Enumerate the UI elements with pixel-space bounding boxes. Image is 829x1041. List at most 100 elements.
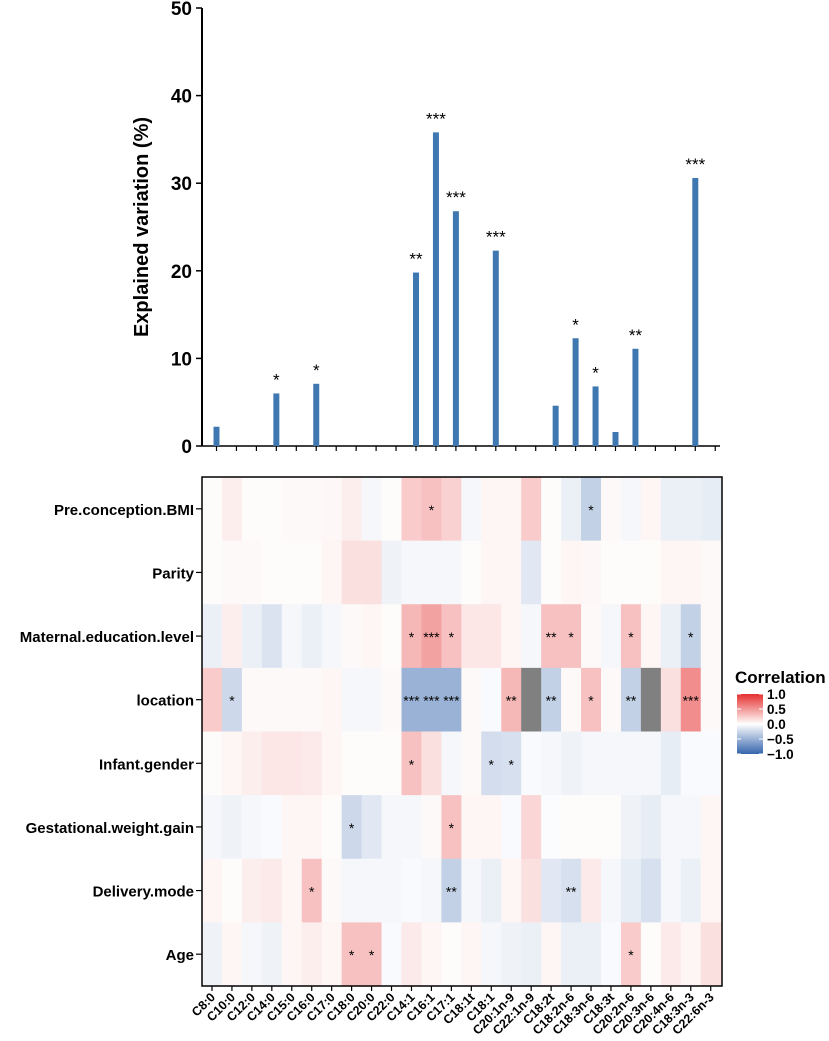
heatmap-cell <box>640 604 662 669</box>
heatmap-cell <box>241 731 263 796</box>
heatmap-cell <box>680 604 702 669</box>
heatmap-cell <box>421 667 442 733</box>
heatmap-cell <box>541 858 562 923</box>
heatmap-cell <box>221 540 243 605</box>
heatmap-cell <box>341 922 363 987</box>
heatmap-cell <box>481 477 502 542</box>
heatmap-cell <box>461 858 482 923</box>
heatmap-cell <box>561 731 582 796</box>
bar-significance-label: *** <box>486 228 506 247</box>
heatmap-cell <box>202 795 223 860</box>
heatmap-cell <box>261 477 283 542</box>
heatmap-cell <box>361 858 383 923</box>
heatmap-cell <box>680 858 702 923</box>
heatmap-cell <box>521 477 542 542</box>
heatmap-cell <box>481 795 502 860</box>
heatmap-cell <box>241 477 263 542</box>
heatmap-significance: ** <box>625 693 636 709</box>
heatmap-cell <box>700 667 722 733</box>
heatmap-cell <box>521 604 542 669</box>
heatmap-cell <box>501 540 522 605</box>
heatmap-significance: * <box>508 756 514 772</box>
heatmap-cell <box>581 667 602 733</box>
heatmap-cell <box>381 604 403 669</box>
heatmap-cell <box>321 795 343 860</box>
heatmap-cell <box>241 922 263 987</box>
heatmap-cell <box>441 604 462 669</box>
heatmap-cell <box>620 795 642 860</box>
heatmap-cell <box>700 858 722 923</box>
heatmap-cell <box>501 604 522 669</box>
heatmap-cell <box>221 858 243 923</box>
heatmap-cell <box>321 604 343 669</box>
heatmap-significance: *** <box>423 629 440 645</box>
heatmap-cell <box>281 540 303 605</box>
heatmap-cell <box>301 667 323 733</box>
heatmap-cell <box>301 604 323 669</box>
heatmap-significance: ** <box>546 629 557 645</box>
heatmap-cell <box>221 667 243 733</box>
heatmap-cell <box>541 922 562 987</box>
heatmap-row-label: Age <box>166 947 194 964</box>
heatmap-cell <box>241 540 263 605</box>
heatmap-cell <box>601 858 622 923</box>
heatmap-cell <box>341 731 363 796</box>
heatmap-cell <box>700 477 722 542</box>
heatmap-cell <box>281 731 303 796</box>
heatmap-cell <box>601 477 622 542</box>
heatmap-cell <box>381 922 403 987</box>
heatmap-cell <box>620 604 642 669</box>
heatmap-significance: * <box>309 884 315 900</box>
heatmap-cell <box>221 731 243 796</box>
bar <box>213 426 220 446</box>
heatmap-cell <box>601 922 622 987</box>
heatmap-cell <box>421 604 442 669</box>
heatmap-row-label: location <box>136 693 194 710</box>
heatmap-cell <box>321 731 343 796</box>
heatmap-cell <box>441 667 462 733</box>
heatmap-cell <box>461 795 482 860</box>
heatmap-cell <box>281 604 303 669</box>
heatmap-cell <box>660 667 682 733</box>
heatmap-significance: * <box>688 629 694 645</box>
heatmap-cell <box>381 731 403 796</box>
heatmap-cell <box>660 604 682 669</box>
heatmap-cell <box>461 731 482 796</box>
heatmap-cell <box>660 858 682 923</box>
heatmap-cell <box>361 922 383 987</box>
heatmap-cell <box>521 795 542 860</box>
heatmap-row-label: Parity <box>152 565 194 582</box>
heatmap-cell <box>241 604 263 669</box>
heatmap-significance: * <box>628 629 634 645</box>
colorbar-tick-label: −1.0 <box>767 747 794 762</box>
heatmap-significance: * <box>349 820 355 836</box>
heatmap-row-label: Gestational.weight.gain <box>26 820 194 837</box>
bar-ytick-label: 20 <box>171 262 192 283</box>
heatmap-cell <box>581 795 602 860</box>
heatmap-significance: ** <box>446 884 457 900</box>
heatmap-cell <box>401 604 423 669</box>
heatmap-cell <box>581 477 602 542</box>
heatmap-cell <box>341 667 363 733</box>
heatmap-row-label: Pre.conception.BMI <box>54 502 194 519</box>
heatmap-cell <box>521 858 542 923</box>
heatmap-cell <box>261 731 283 796</box>
heatmap-significance: ** <box>546 693 557 709</box>
heatmap-cell <box>341 858 363 923</box>
heatmap-significance: * <box>568 629 574 645</box>
heatmap-cell <box>521 922 542 987</box>
heatmap-cell <box>501 667 522 733</box>
heatmap-significance: ** <box>506 693 517 709</box>
heatmap-cell <box>620 731 642 796</box>
bar-significance-label: * <box>572 315 579 334</box>
heatmap-cell <box>321 477 343 542</box>
heatmap-cell <box>221 922 243 987</box>
heatmap-cell <box>361 731 383 796</box>
heatmap-cell <box>660 922 682 987</box>
heatmap-cell <box>301 795 323 860</box>
heatmap-cell <box>601 731 622 796</box>
heatmap-significance: ** <box>566 884 577 900</box>
bar-ytick-label: 30 <box>171 174 192 195</box>
